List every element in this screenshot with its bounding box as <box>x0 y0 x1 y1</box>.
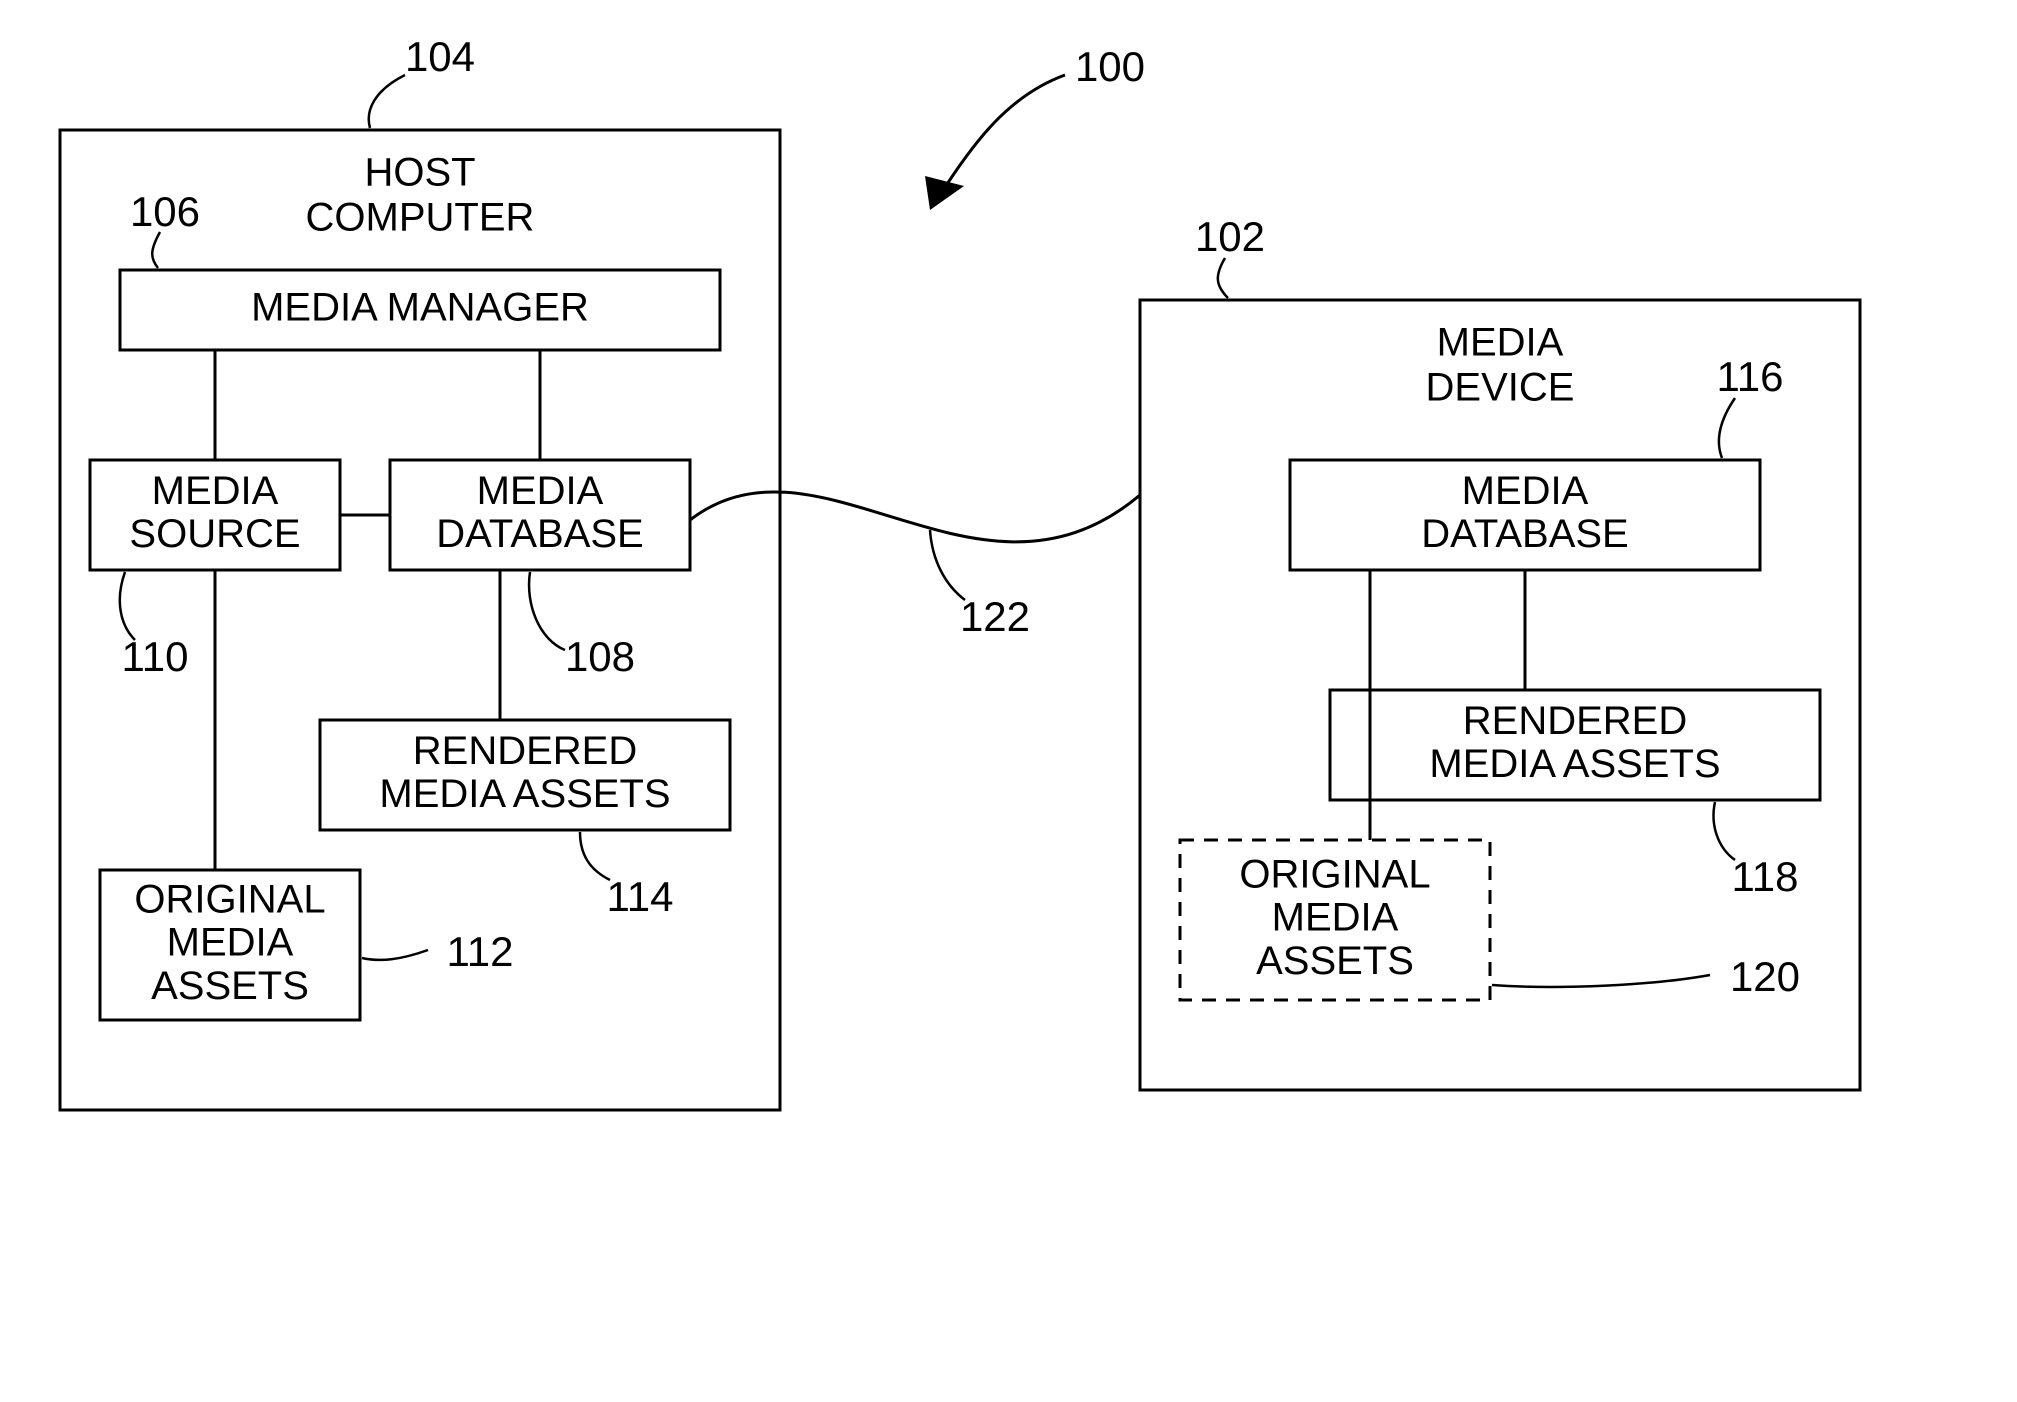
ref-lead-116 <box>1719 398 1735 458</box>
host-title: HOST <box>364 151 475 195</box>
label-media_source: MEDIA <box>152 469 279 513</box>
ref-lead-106 <box>152 232 160 268</box>
label-original_d: ASSETS <box>1256 939 1414 983</box>
host-title: COMPUTER <box>306 196 535 240</box>
label-media_database_d: DATABASE <box>1421 512 1628 556</box>
label-media_database_d: MEDIA <box>1462 469 1589 513</box>
pointer-arrowhead <box>925 176 964 210</box>
ref-lead-122 <box>930 530 965 600</box>
ref-lead-114 <box>580 832 610 880</box>
ref-lead-108 <box>529 572 565 650</box>
ref-108: 108 <box>565 633 635 680</box>
label-rendered_h: RENDERED <box>413 729 637 773</box>
edge <box>690 492 1140 542</box>
ref-lead-118 <box>1714 802 1735 860</box>
ref-100: 100 <box>1075 43 1145 90</box>
pointer-arrow <box>940 75 1065 195</box>
ref-102: 102 <box>1195 213 1265 260</box>
label-rendered_d: RENDERED <box>1463 699 1687 743</box>
ref-118: 118 <box>1732 853 1799 900</box>
device-title: DEVICE <box>1426 366 1575 410</box>
ref-114: 114 <box>607 873 674 920</box>
ref-lead-112 <box>362 950 428 960</box>
ref-110: 110 <box>122 633 189 680</box>
label-media_database_h: DATABASE <box>436 512 643 556</box>
ref-lead-102 <box>1218 258 1228 298</box>
label-original_h: ORIGINAL <box>134 877 325 921</box>
ref-122: 122 <box>960 593 1030 640</box>
ref-lead-120 <box>1492 975 1710 987</box>
label-original_d: ORIGINAL <box>1239 852 1430 896</box>
label-media_database_h: MEDIA <box>477 469 604 513</box>
ref-106: 106 <box>130 188 200 235</box>
device-title: MEDIA <box>1437 321 1564 365</box>
label-rendered_d: MEDIA ASSETS <box>1429 742 1720 786</box>
ref-104: 104 <box>405 33 475 80</box>
ref-112: 112 <box>447 928 514 975</box>
ref-116: 116 <box>1717 353 1784 400</box>
label-media_source: SOURCE <box>129 512 300 556</box>
ref-120: 120 <box>1730 953 1800 1000</box>
label-media_manager: MEDIA MANAGER <box>251 286 589 330</box>
ref-lead-104 <box>369 75 405 128</box>
label-original_h: MEDIA <box>167 921 294 965</box>
label-rendered_h: MEDIA ASSETS <box>379 772 670 816</box>
ref-lead-110 <box>120 572 135 640</box>
label-original_d: MEDIA <box>1272 896 1399 940</box>
label-original_h: ASSETS <box>151 964 309 1008</box>
